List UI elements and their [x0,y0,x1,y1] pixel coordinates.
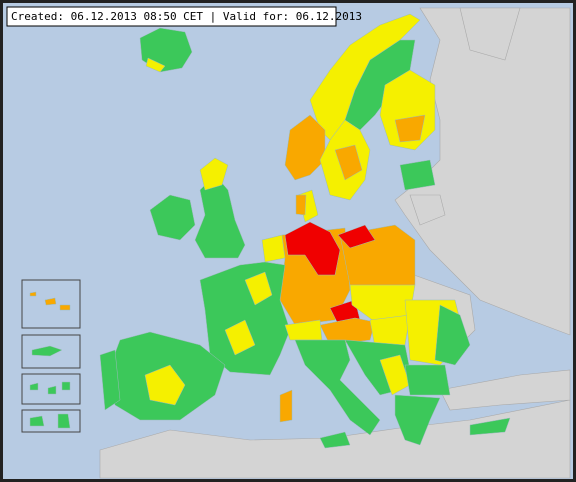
map-shape [29,413,71,429]
estonia-latvia [399,159,436,191]
map-shape [459,7,521,61]
finland-south [394,114,426,143]
bulgaria [404,364,451,396]
sardinia [279,389,293,423]
denmark-west [295,194,307,216]
map-shape [439,369,571,411]
portugal [99,349,121,411]
map-shape [31,345,63,357]
france-centre [224,319,256,356]
sweden-mid [334,144,363,181]
italy [294,339,381,436]
benelux [261,234,286,263]
header-text: Created: 06.12.2013 08:50 CET | Valid fo… [11,10,362,23]
scotland-north [199,157,229,191]
germany-north [284,221,341,276]
poland-north [337,224,376,249]
sicily [319,431,351,449]
norway-west [284,114,326,181]
spain-centre [144,364,186,406]
header-box [6,6,337,27]
iceland-south [145,57,166,73]
cyprus-crete [469,417,511,436]
greece [394,394,441,446]
map-shape [409,194,446,226]
ireland [149,194,196,241]
insets [21,279,81,433]
map-shape [29,381,71,395]
sweden-north [344,39,416,131]
map-shape [29,291,71,311]
moldova-romania-east [434,304,471,366]
france-north [244,271,273,306]
